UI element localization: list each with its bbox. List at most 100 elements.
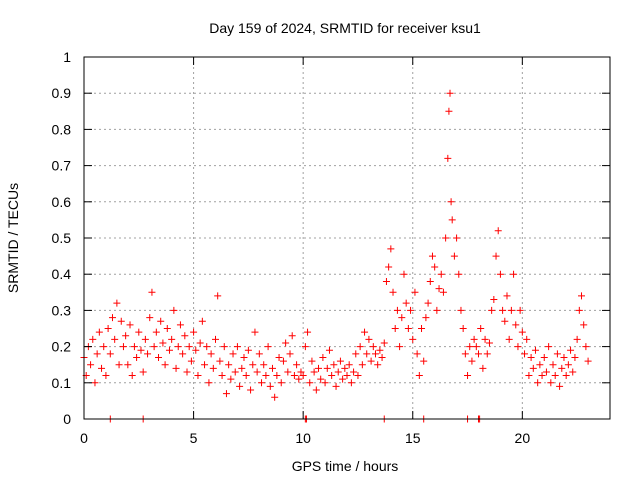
- data-point: [209, 364, 217, 372]
- x-tick-label: 5: [190, 430, 198, 446]
- data-point: [113, 299, 121, 307]
- data-point: [106, 350, 114, 358]
- data-point: [266, 382, 274, 390]
- data-point: [104, 325, 112, 332]
- data-point: [391, 325, 399, 332]
- data-point: [564, 361, 572, 369]
- data-point: [523, 335, 531, 343]
- data-point: [477, 325, 485, 332]
- data-point: [229, 350, 237, 358]
- data-point: [306, 379, 314, 387]
- data-point: [271, 393, 279, 401]
- data-point: [507, 306, 515, 314]
- data-point: [578, 292, 586, 300]
- y-tick-label: 0: [63, 411, 71, 427]
- data-point: [251, 328, 259, 336]
- data-point: [549, 361, 557, 369]
- data-point: [459, 325, 467, 332]
- data-point: [413, 350, 421, 358]
- data-point: [212, 335, 219, 343]
- data-point: [455, 270, 463, 278]
- data-point: [148, 288, 156, 296]
- data-point: [227, 375, 235, 383]
- chart-title: Day 159 of 2024, SRMTID for receiver ksu…: [209, 20, 481, 36]
- data-point: [150, 343, 158, 351]
- data-point: [492, 252, 500, 260]
- data-point: [308, 357, 316, 365]
- data-point: [284, 368, 292, 376]
- data-point: [233, 343, 241, 351]
- y-axis-title: SRMTID / TECUs: [5, 183, 21, 293]
- data-point: [350, 368, 358, 376]
- data-point: [466, 343, 474, 351]
- data-point: [124, 361, 132, 369]
- data-point: [396, 343, 404, 351]
- data-point: [170, 306, 178, 314]
- y-tick-label: 1: [63, 49, 71, 65]
- y-tick-label: 0.1: [52, 375, 72, 391]
- data-point: [358, 361, 366, 369]
- data-point: [385, 263, 393, 271]
- data-point: [363, 350, 371, 358]
- data-point: [273, 372, 281, 380]
- data-point: [299, 372, 307, 380]
- data-point: [312, 386, 320, 394]
- axis-ticks: [83, 56, 610, 420]
- data-point: [505, 335, 513, 343]
- data-point: [580, 321, 588, 329]
- data-point: [163, 325, 171, 332]
- y-tick-label: 0.9: [52, 85, 72, 101]
- y-tick-label: 0.2: [52, 339, 72, 355]
- data-point: [249, 361, 257, 369]
- data-point: [310, 368, 318, 376]
- data-point: [584, 357, 592, 365]
- data-point: [518, 328, 526, 336]
- data-point: [295, 375, 303, 383]
- data-point: [95, 328, 103, 336]
- data-point: [282, 339, 290, 347]
- y-tick-label: 0.3: [52, 302, 72, 318]
- data-point: [433, 306, 441, 314]
- data-point: [122, 332, 130, 340]
- data-point: [556, 382, 564, 390]
- data-point: [192, 346, 200, 354]
- data-point: [128, 372, 136, 380]
- data-point: [503, 292, 511, 300]
- data-point: [485, 339, 493, 347]
- data-point: [236, 382, 244, 390]
- data-point: [428, 252, 436, 260]
- data-point: [512, 321, 520, 329]
- data-point: [445, 107, 453, 115]
- data-point: [144, 350, 152, 358]
- data-point: [431, 263, 439, 271]
- data-point: [418, 325, 426, 332]
- data-point: [93, 350, 101, 358]
- data-point: [514, 343, 522, 351]
- data-point: [558, 364, 566, 372]
- data-point: [534, 379, 542, 387]
- data-point: [510, 270, 518, 278]
- data-point: [174, 343, 182, 351]
- data-point: [380, 339, 388, 347]
- data-point: [525, 372, 533, 380]
- data-point: [499, 306, 507, 314]
- data-point: [567, 346, 575, 354]
- data-point: [87, 361, 95, 369]
- data-point: [253, 368, 261, 376]
- data-point: [139, 368, 147, 376]
- data-point: [115, 361, 123, 369]
- data-point: [382, 277, 390, 285]
- data-point: [255, 350, 263, 358]
- data-point: [376, 346, 384, 354]
- data-point: [400, 270, 408, 278]
- data-point: [277, 379, 285, 387]
- data-point: [560, 353, 568, 361]
- data-point: [453, 234, 461, 242]
- x-tick-label: 15: [405, 430, 421, 446]
- data-point: [352, 350, 360, 358]
- data-point: [575, 306, 583, 314]
- data-point: [369, 343, 377, 351]
- data-point: [198, 317, 206, 325]
- data-point: [402, 299, 410, 307]
